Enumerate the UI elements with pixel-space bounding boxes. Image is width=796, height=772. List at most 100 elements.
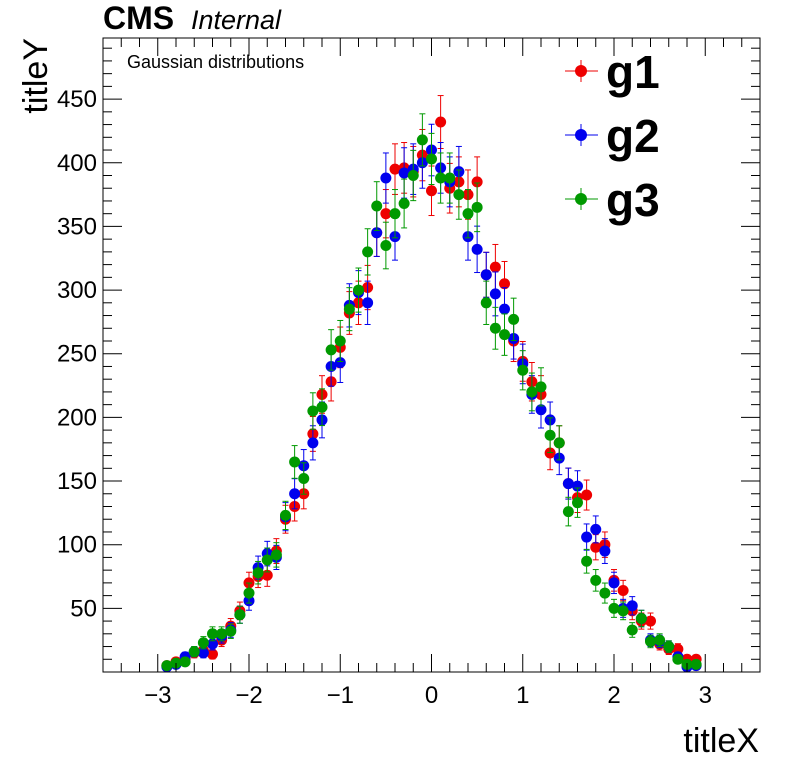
- marker: [380, 240, 392, 252]
- marker: [480, 269, 492, 281]
- data-point: [307, 392, 319, 430]
- data-point: [197, 636, 209, 650]
- data-point: [608, 598, 620, 618]
- data-point: [626, 622, 638, 638]
- marker: [489, 322, 501, 334]
- marker: [334, 335, 346, 347]
- marker: [608, 577, 620, 589]
- data-point: [572, 470, 583, 503]
- data-point: [562, 496, 574, 527]
- data-point: [444, 152, 456, 204]
- data-point: [581, 523, 593, 551]
- annotation-text: Gaussian distributions: [127, 52, 304, 72]
- marker: [216, 628, 228, 640]
- cms-status-label: Internal: [191, 5, 282, 35]
- marker: [380, 208, 392, 220]
- marker: [307, 437, 319, 449]
- marker: [179, 656, 191, 668]
- data-point: [663, 640, 675, 653]
- data-point: [590, 515, 602, 544]
- marker: [225, 625, 237, 637]
- marker: [261, 569, 273, 581]
- legend-entry-g2: g2: [565, 110, 660, 162]
- marker: [362, 297, 374, 309]
- marker: [599, 545, 611, 557]
- marker: [499, 278, 510, 290]
- marker: [635, 613, 647, 625]
- data-point: [188, 646, 200, 658]
- data-point: [380, 221, 392, 270]
- marker: [289, 456, 301, 468]
- marker: [207, 648, 218, 660]
- data-point: [635, 609, 647, 628]
- x-tick-label: −1: [327, 682, 354, 709]
- data-point: [225, 623, 237, 639]
- marker: [343, 303, 355, 315]
- data-point: [590, 569, 602, 592]
- data-layer: [161, 95, 702, 673]
- marker: [325, 344, 337, 356]
- marker: [197, 647, 209, 659]
- marker: [334, 357, 346, 369]
- marker: [499, 329, 510, 341]
- x-tick-label: −3: [144, 682, 171, 709]
- marker: [453, 189, 465, 201]
- data-point: [389, 189, 401, 239]
- marker: [289, 488, 301, 500]
- data-point: [553, 425, 565, 461]
- marker: [572, 480, 583, 492]
- x-tick-label: 2: [607, 682, 620, 709]
- marker: [207, 628, 218, 640]
- data-point: [645, 612, 656, 630]
- marker: [389, 163, 401, 175]
- y-tick-label: 450: [57, 86, 97, 113]
- data-point: [654, 633, 666, 648]
- marker: [562, 478, 574, 490]
- marker: [407, 169, 419, 181]
- data-point: [471, 225, 483, 274]
- data-point: [617, 601, 629, 621]
- y-axis-title: titleY: [17, 38, 55, 114]
- data-point: [407, 149, 419, 202]
- marker: [590, 574, 602, 586]
- data-point: [334, 319, 346, 363]
- data-point: [562, 467, 574, 500]
- data-point: [234, 605, 246, 624]
- y-tick-label: 50: [70, 595, 97, 622]
- y-tick-label: 300: [57, 277, 97, 304]
- data-point: [526, 372, 538, 412]
- marker: [398, 167, 410, 179]
- marker: [608, 602, 620, 614]
- data-point: [280, 500, 291, 531]
- marker: [280, 509, 291, 521]
- marker: [617, 605, 629, 617]
- marker: [508, 313, 520, 325]
- data-point: [544, 417, 556, 454]
- y-tick-label: 350: [57, 213, 97, 240]
- legend-label: g1: [606, 46, 660, 98]
- data-point: [435, 95, 447, 149]
- data-point: [216, 626, 228, 642]
- data-point: [581, 479, 593, 511]
- data-point: [471, 182, 483, 233]
- marker: [590, 541, 602, 553]
- data-point: [398, 178, 410, 229]
- data-point: [371, 181, 383, 231]
- marker: [316, 401, 328, 413]
- marker: [462, 208, 474, 220]
- marker: [535, 404, 547, 416]
- marker: [471, 201, 483, 213]
- data-point: [307, 425, 319, 461]
- data-point: [626, 596, 638, 616]
- legend-label: g3: [606, 174, 660, 226]
- data-point: [508, 297, 520, 342]
- marker: [398, 198, 410, 210]
- data-point: [261, 547, 273, 573]
- data-point: [179, 656, 191, 668]
- legend-label: g2: [606, 110, 660, 162]
- marker: [590, 523, 602, 535]
- marker: [572, 497, 583, 509]
- marker: [444, 172, 456, 184]
